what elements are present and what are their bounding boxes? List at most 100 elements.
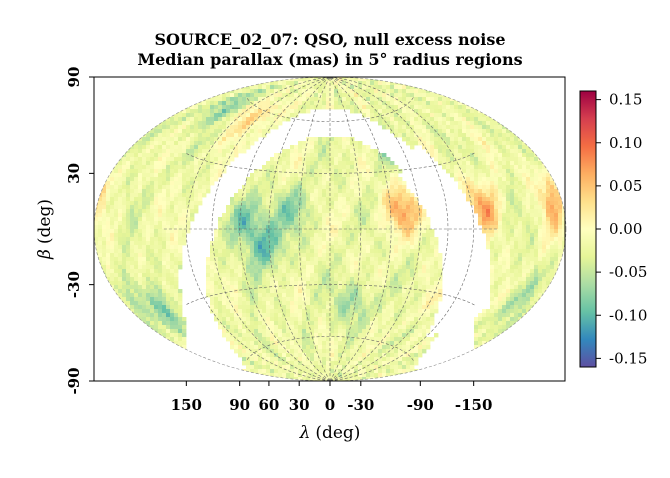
map-cell [126, 209, 131, 214]
map-cell [330, 213, 335, 218]
map-cell [282, 229, 287, 234]
map-cell [254, 213, 259, 218]
map-cell [110, 249, 115, 254]
map-cell [462, 161, 467, 166]
map-cell [286, 209, 291, 214]
map-cell [358, 173, 363, 178]
map-cell [258, 85, 263, 90]
map-cell [166, 217, 171, 222]
map-cell [190, 97, 195, 102]
map-cell [110, 177, 115, 182]
map-cell [130, 269, 135, 274]
map-cell [294, 237, 299, 242]
map-cell [498, 237, 503, 242]
map-cell [502, 113, 507, 118]
map-cell [510, 209, 515, 214]
map-cell [166, 141, 171, 146]
map-cell [446, 165, 451, 170]
map-cell [238, 133, 243, 138]
map-cell [338, 89, 343, 94]
map-cell [518, 185, 523, 190]
map-cell [358, 141, 363, 146]
map-cell [338, 201, 343, 206]
map-cell [134, 205, 139, 210]
map-cell [522, 269, 527, 274]
map-cell [398, 209, 403, 214]
map-cell [382, 89, 387, 94]
map-cell [258, 197, 263, 202]
map-cell [154, 253, 159, 258]
map-cell [470, 89, 475, 94]
map-cell [218, 97, 223, 102]
map-cell [178, 113, 183, 118]
map-cell [498, 97, 503, 102]
map-cell [470, 141, 475, 146]
map-cell [418, 81, 423, 86]
map-cell [558, 185, 563, 190]
map-cell [198, 101, 203, 106]
map-cell [110, 181, 115, 186]
map-cell [326, 161, 331, 166]
map-cell [342, 93, 347, 98]
map-cell [198, 177, 203, 182]
map-cell [362, 161, 367, 166]
map-cell [398, 221, 403, 226]
map-cell [278, 265, 283, 270]
map-cell [254, 233, 259, 238]
map-cell [394, 177, 399, 182]
map-cell [314, 77, 319, 82]
map-cell [382, 165, 387, 170]
map-cell [510, 241, 515, 246]
map-cell [118, 205, 123, 210]
map-cell [530, 253, 535, 258]
map-cell [174, 197, 179, 202]
map-cell [534, 209, 539, 214]
map-cell [370, 157, 375, 162]
map-cell [250, 217, 255, 222]
map-cell [438, 97, 443, 102]
map-cell [110, 209, 115, 214]
map-cell [326, 249, 331, 254]
map-cell [482, 189, 487, 194]
map-cell [402, 225, 407, 230]
map-cell [362, 265, 367, 270]
map-cell [538, 201, 543, 206]
map-cell [346, 173, 351, 178]
map-cell [466, 89, 471, 94]
map-cell [334, 81, 339, 86]
map-cell [518, 173, 523, 178]
map-cell [322, 185, 327, 190]
map-cell [522, 189, 527, 194]
map-cell [498, 205, 503, 210]
map-cell [250, 101, 255, 106]
map-cell [502, 117, 507, 122]
map-cell [110, 109, 115, 114]
map-cell [146, 225, 151, 230]
map-cell [122, 89, 127, 94]
map-cell [410, 221, 415, 226]
map-cell [394, 101, 399, 106]
map-cell [282, 213, 287, 218]
map-cell [134, 177, 139, 182]
map-cell [398, 225, 403, 230]
map-cell [326, 177, 331, 182]
map-cell [190, 113, 195, 118]
map-cell [150, 105, 155, 110]
map-cell [110, 137, 115, 142]
map-cell [258, 133, 263, 138]
map-cell [462, 189, 467, 194]
map-cell [122, 201, 127, 206]
map-cell [426, 125, 431, 130]
map-cell [558, 81, 563, 86]
map-cell [294, 169, 299, 174]
map-cell [554, 81, 559, 86]
map-cell [542, 97, 547, 102]
map-cell [98, 253, 103, 258]
map-cell [386, 125, 391, 130]
map-cell [466, 129, 471, 134]
map-cell [362, 205, 367, 210]
map-cell [170, 165, 175, 170]
map-cell [118, 125, 123, 130]
map-cell [246, 189, 251, 194]
map-cell [178, 117, 183, 122]
